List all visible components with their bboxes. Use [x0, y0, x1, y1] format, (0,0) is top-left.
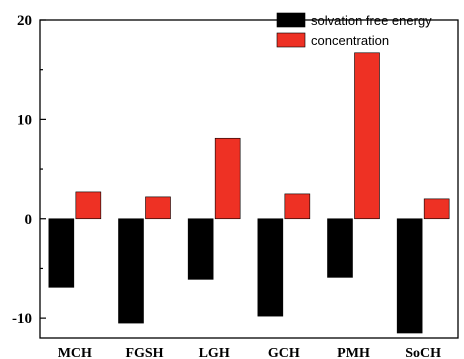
legend-swatch-solvation — [276, 12, 306, 28]
bar-lgh-solvation — [187, 218, 214, 280]
y-tick-label: 0 — [25, 212, 33, 228]
bar-soch-solvation — [396, 218, 423, 334]
bar-mch-solvation — [48, 218, 75, 288]
plot-area — [48, 52, 450, 334]
bar-lgh-concentration — [214, 137, 241, 220]
axes-frame — [39, 19, 459, 339]
bar-gch-solvation — [257, 218, 284, 317]
x-tick-label: GCH — [268, 346, 300, 359]
legend-label: concentration — [311, 33, 389, 48]
bar-pmh-concentration — [354, 52, 380, 220]
y-axis: -10 0 10 20 — [12, 13, 46, 327]
x-axis: MCH FGSH LGH GCH PMH SoCH — [58, 346, 441, 359]
bar-pmh-solvation — [327, 218, 353, 278]
y-tick-label: 20 — [17, 13, 32, 29]
x-tick-label: FGSH — [125, 346, 163, 359]
bar-mch-concentration — [75, 191, 102, 220]
bar-gch-concentration — [284, 193, 311, 220]
y-tick-label: 10 — [17, 112, 32, 128]
bar-fgsh-concentration — [145, 196, 171, 220]
legend: solvation free energy concentration — [276, 12, 432, 48]
x-tick-label: LGH — [199, 346, 230, 359]
x-tick-label: MCH — [58, 346, 92, 359]
legend-swatch-concentration — [276, 32, 306, 48]
x-tick-label: PMH — [337, 346, 370, 359]
bar-fgsh-solvation — [118, 218, 144, 324]
legend-label: solvation free energy — [311, 13, 432, 28]
plot-frame — [39, 19, 459, 339]
y-tick-label: -10 — [12, 311, 32, 327]
x-tick-label: SoCH — [405, 346, 441, 359]
bar-soch-concentration — [423, 198, 450, 220]
